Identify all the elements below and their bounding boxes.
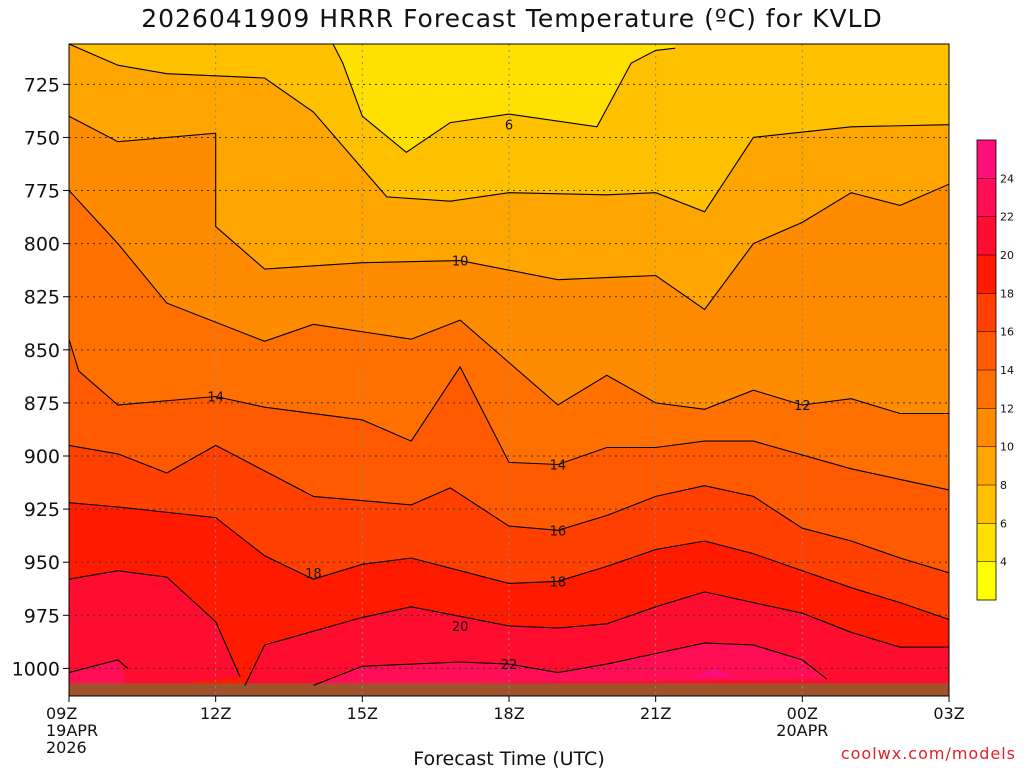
colorbar-swatch: [977, 331, 996, 371]
x-tick-label: 19APR: [46, 721, 98, 740]
colorbar-label: 18: [1000, 287, 1014, 300]
colorbar-swatch: [977, 485, 996, 524]
band-6-8: [69, 44, 949, 212]
contour-labels: 6 10 14 12 14 16 18 18 20 22: [207, 119, 810, 673]
x-tick-label: 00Z: [787, 704, 818, 723]
y-tick-label: 775: [24, 181, 60, 203]
y-tick-label: 900: [24, 446, 60, 468]
colorbar-swatch: [977, 140, 996, 179]
colorbar-label: 14: [1000, 364, 1014, 377]
contour-label: 14: [207, 391, 224, 406]
colorbar-label: 12: [1000, 402, 1014, 415]
contour-line-20: [69, 570, 241, 678]
x-tick-label: 2026: [46, 738, 87, 757]
x-tick-label: 15Z: [347, 704, 378, 723]
contour-label: 12: [794, 399, 811, 414]
contour-line-12: [69, 190, 949, 415]
contour-line-8: [69, 44, 949, 213]
contour-line-6: [332, 44, 676, 153]
colorbar-label: 22: [1000, 211, 1014, 224]
contour-line-20: [244, 591, 949, 686]
contour-label: 10: [452, 255, 469, 270]
colorbar-label: 4: [1000, 556, 1007, 569]
y-tick-label: 925: [24, 499, 60, 521]
contour-line-24: [69, 659, 129, 674]
ground-strip: [69, 683, 949, 696]
y-tick-label: 850: [24, 340, 60, 362]
y-tick-label: 1000: [12, 658, 60, 680]
colorbar-swatch: [977, 216, 996, 256]
colorbar-label: 16: [1000, 326, 1014, 339]
colorbar-label: 24: [1000, 172, 1014, 185]
x-tick-label: 03Z: [933, 704, 964, 723]
colorbar: 4 6 8 10 12 14 16 18 20 22 24: [976, 139, 1014, 601]
colorbar-swatch: [977, 178, 996, 218]
contour-lines: [69, 44, 949, 686]
colorbar-label: 6: [1000, 517, 1007, 530]
grid-lines: [69, 44, 949, 696]
colorbar-swatch: [977, 446, 996, 486]
ground-layer: [69, 683, 949, 696]
colorbar-swatch: [977, 370, 996, 409]
chart-title: 2026041909 HRRR Forecast Temperature (ºC…: [141, 4, 883, 33]
y-tick-label: 825: [24, 287, 60, 309]
colorbar-swatch: [977, 255, 996, 294]
y-tick-label: 875: [24, 393, 60, 415]
x-tick-label: 09Z: [46, 704, 77, 723]
x-tick-label: 21Z: [640, 704, 671, 723]
band-22-24: [313, 642, 827, 686]
contour-label: 6: [505, 119, 513, 134]
x-tick-label: 20APR: [776, 721, 828, 740]
colorbar-swatch: [977, 408, 996, 448]
contour-label: 20: [452, 620, 469, 635]
contour-line-10: [69, 115, 949, 311]
credit-text: coolwx.com/models: [840, 744, 1016, 763]
contour-label: 22: [501, 658, 518, 673]
colorbar-label: 8: [1000, 479, 1007, 492]
contour-line-14: [69, 339, 949, 491]
y-tick-label: 975: [24, 605, 60, 627]
x-tick-label: 12Z: [200, 704, 231, 723]
contour-line-18: [69, 502, 949, 621]
band-22-24: [69, 659, 128, 686]
contour-line-22: [313, 642, 828, 686]
band-24-26: [694, 668, 734, 677]
x-tick-label: 18Z: [493, 704, 524, 723]
contour-label: 16: [550, 524, 567, 539]
y-tick-label: 725: [24, 74, 60, 96]
x-axis-title: Forecast Time (UTC): [413, 748, 604, 768]
contour-label: 14: [550, 459, 567, 474]
colorbar-label: 20: [1000, 249, 1014, 262]
contour-line-16: [69, 444, 949, 574]
contour-label: 18: [305, 567, 322, 582]
y-tick-label: 800: [24, 234, 60, 256]
y-tick-label: 750: [24, 127, 60, 149]
y-axis: 725 750 775 800 825 850 875 900 925 950 975 1000: [12, 74, 69, 680]
colorbar-swatch: [977, 561, 996, 601]
colorbar-swatch: [977, 293, 996, 333]
y-tick-label: 950: [24, 552, 60, 574]
colorbar-swatch: [977, 523, 996, 563]
colorbar-label: 10: [1000, 441, 1014, 454]
contour-label: 18: [550, 575, 567, 590]
